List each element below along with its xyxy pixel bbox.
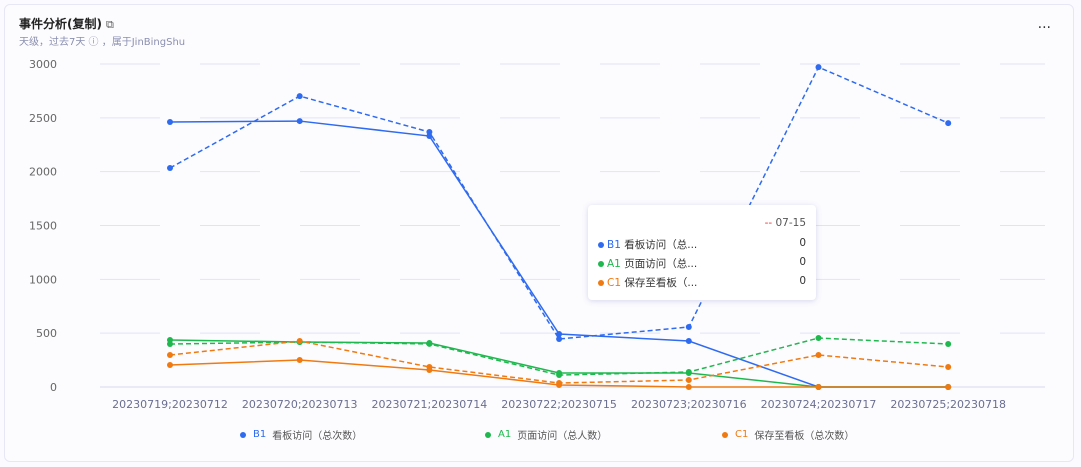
data-point-B1-current (167, 119, 173, 126)
chart-tooltip: -- 07-15 B1 看板访问（总... 0 A1 页面访问（总... 0 C1 … (588, 205, 816, 300)
data-point-A1-current (167, 337, 173, 344)
chart-subtitle: 天级，过去7天 ⓘ ，属于JinBingShu (19, 37, 186, 48)
data-point-C1-current (296, 356, 303, 363)
y-tick-label: 1000 (29, 273, 57, 286)
data-point-B1-compare (167, 165, 173, 172)
tooltip-date: -- 07-15 (764, 217, 806, 229)
x-tick-label: 20230722;20230715 (501, 398, 617, 411)
data-point-C1-current (685, 384, 692, 390)
data-point-C1-current (167, 362, 173, 369)
data-point-B1-current (296, 118, 303, 125)
y-tick-label: 0 (50, 381, 57, 394)
x-tick-label: 20230721;20230714 (372, 398, 488, 411)
chart-title: 事件分析(复制) ⧉ (19, 15, 114, 32)
series-line-B1-current (169, 120, 949, 388)
data-point-C1-compare (945, 363, 952, 370)
y-tick-label: 2000 (29, 166, 57, 179)
data-point-A1-compare (815, 335, 822, 342)
data-point-B1-compare (685, 324, 692, 331)
x-tick-label: 20230724;20230717 (761, 398, 877, 411)
data-point-B1-compare (296, 93, 303, 100)
x-tick-label: 20230723;20230716 (631, 398, 747, 411)
data-point-A1-current (426, 339, 433, 346)
legend-item-b1[interactable]: B1 看板访问（总次数） (240, 427, 362, 442)
data-point-B1-compare (556, 335, 563, 342)
data-point-B1-compare (945, 120, 952, 127)
chart-card (4, 4, 1074, 462)
data-point-C1-compare (815, 352, 822, 359)
tooltip-row-c1: C1 保存至看板（... 0 (598, 275, 806, 290)
data-point-C1-compare (685, 377, 692, 384)
data-point-C1-current (426, 366, 433, 373)
legend-item-c1[interactable]: C1 保存至看板（总次数） (722, 427, 854, 442)
data-point-C1-current (556, 381, 563, 388)
y-tick-label: 2500 (29, 112, 57, 125)
data-point-C1-compare (167, 352, 173, 359)
data-point-B1-current (426, 133, 433, 140)
x-tick-label: 20230719;20230712 (112, 398, 228, 411)
series-line-A1-current (169, 339, 949, 388)
y-tick-label: 500 (36, 327, 57, 340)
data-point-B1-current (685, 338, 692, 345)
x-tick-label: 20230725;20230718 (890, 398, 1006, 411)
tooltip-row-b1: B1 看板访问（总... 0 (598, 237, 806, 252)
legend-item-a1[interactable]: A1 页面访问（总人数） (485, 427, 607, 442)
data-point-C1-current (945, 384, 952, 390)
series-line-B1-compare (169, 66, 949, 340)
external-link-icon[interactable]: ⧉ (105, 18, 114, 31)
more-options-button[interactable]: ··· (1037, 20, 1051, 36)
tooltip-row-a1: A1 页面访问（总... 0 (598, 256, 806, 271)
y-tick-label: 1500 (29, 220, 57, 233)
data-point-B1-current (556, 331, 563, 338)
x-tick-label: 20230720;20230713 (242, 398, 358, 411)
data-point-A1-compare (945, 341, 952, 348)
data-point-A1-current (685, 370, 692, 377)
data-point-A1-current (556, 370, 563, 377)
data-point-B1-compare (815, 64, 822, 71)
data-point-C1-current (815, 384, 822, 390)
data-point-C1-compare (296, 338, 303, 345)
title-text: 事件分析(复制) (19, 17, 102, 31)
y-tick-label: 3000 (29, 58, 57, 71)
